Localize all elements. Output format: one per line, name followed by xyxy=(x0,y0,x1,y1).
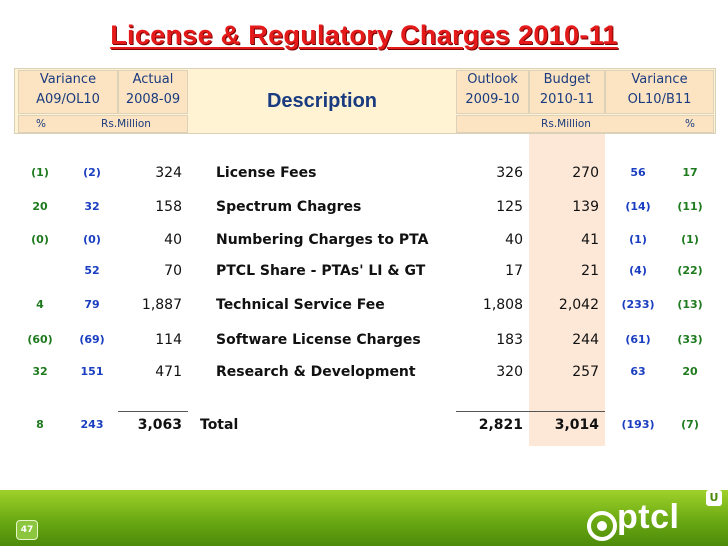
header-cell-variance-a xyxy=(18,70,118,114)
cell-vb-rs: (233) xyxy=(621,298,655,311)
header-variance-a-line1: Variance xyxy=(39,72,97,87)
header-description: Description xyxy=(266,90,378,112)
header-variance-b-line1: Variance xyxy=(631,72,688,87)
cell-outlook: 326 xyxy=(496,165,523,181)
cell-vb-pct: (22) xyxy=(677,264,703,277)
ptcl-logo-text: ptcl xyxy=(617,498,680,536)
subheader-rs-right: Rs.Million xyxy=(541,118,591,130)
header-outlook-line2: 2009-10 xyxy=(465,92,520,107)
cell-actual: 324 xyxy=(155,165,182,181)
header-cell-actual xyxy=(118,70,188,114)
header-budget-line2: 2010-11 xyxy=(539,92,595,107)
header-cell-outlook xyxy=(456,70,529,114)
cell-desc: Spectrum Chagres xyxy=(216,199,362,215)
cell-va-pct: 8 xyxy=(36,418,44,431)
logo-ring-icon xyxy=(587,511,617,541)
logo-dot-icon xyxy=(597,521,607,531)
cell-vb-rs: (1) xyxy=(629,233,647,246)
row-separator xyxy=(456,411,605,412)
cell-budget: 257 xyxy=(572,364,599,380)
cell-budget: 41 xyxy=(581,232,599,248)
cell-desc: License Fees xyxy=(216,165,317,181)
cell-vb-rs: 56 xyxy=(630,166,646,179)
cell-actual: 3,063 xyxy=(137,417,182,433)
cell-desc: PTCL Share - PTAs' LI & GT xyxy=(216,263,426,279)
header-budget-line1: Budget xyxy=(543,72,591,87)
cell-va-rs: 243 xyxy=(80,418,104,431)
cell-va-rs: (69) xyxy=(79,333,105,346)
ptcl-logo xyxy=(587,511,617,541)
cell-desc: Software License Charges xyxy=(216,332,421,348)
cell-vb-pct: 17 xyxy=(682,166,698,179)
header-variance-a-line2: A09/OL10 xyxy=(36,92,100,107)
cell-va-rs: (0) xyxy=(83,233,101,246)
cell-desc: Total xyxy=(200,417,239,433)
cell-outlook: 183 xyxy=(496,332,523,348)
cell-budget: 3,014 xyxy=(554,417,599,433)
subheader-pct-right: % xyxy=(685,118,695,130)
header-variance-b-line2: OL10/B11 xyxy=(627,92,692,107)
subheader-rs-left: Rs.Million xyxy=(101,118,151,130)
header-actual-line2: 2008-09 xyxy=(125,92,181,107)
logo-badge-icon: U xyxy=(706,490,722,506)
header-cell-budget xyxy=(529,70,605,114)
cell-vb-pct: (7) xyxy=(681,418,699,431)
cell-va-pct: 32 xyxy=(32,365,48,378)
header-cell-variance-b xyxy=(605,70,714,114)
cell-va-pct: (1) xyxy=(31,166,49,179)
cell-vb-pct: (13) xyxy=(677,298,703,311)
cell-desc: Research & Development xyxy=(216,364,416,380)
subheader-pct-left: % xyxy=(36,118,46,130)
cell-outlook: 1,808 xyxy=(482,297,523,313)
subheader-left xyxy=(18,115,188,133)
cell-actual: 114 xyxy=(155,332,182,348)
cell-outlook: 40 xyxy=(505,232,523,248)
cell-vb-pct: 20 xyxy=(682,365,698,378)
cell-vb-rs: (14) xyxy=(625,200,651,213)
cell-desc: Numbering Charges to PTA xyxy=(216,232,429,248)
cell-vb-rs: (4) xyxy=(629,264,647,277)
cell-actual: 158 xyxy=(155,199,182,215)
cell-va-rs: 52 xyxy=(84,264,100,277)
cell-va-rs: 79 xyxy=(84,298,100,311)
header-outlook-line1: Outlook xyxy=(467,72,518,87)
cell-desc: Technical Service Fee xyxy=(216,297,385,313)
cell-vb-rs: (193) xyxy=(621,418,655,431)
cell-budget: 139 xyxy=(572,199,599,215)
cell-budget: 21 xyxy=(581,263,599,279)
cell-budget: 244 xyxy=(572,332,599,348)
cell-outlook: 320 xyxy=(496,364,523,380)
cell-va-rs: 32 xyxy=(84,200,100,213)
cell-actual: 471 xyxy=(155,364,182,380)
cell-vb-rs: 63 xyxy=(630,365,646,378)
cell-actual: 40 xyxy=(164,232,182,248)
cell-vb-pct: (1) xyxy=(681,233,699,246)
cell-va-pct: (0) xyxy=(31,233,49,246)
cell-vb-pct: (11) xyxy=(677,200,703,213)
cell-vb-rs: (61) xyxy=(625,333,651,346)
cell-actual: 1,887 xyxy=(141,297,182,313)
cell-budget: 270 xyxy=(572,165,599,181)
cell-va-pct: (60) xyxy=(27,333,53,346)
cell-actual: 70 xyxy=(164,263,182,279)
cell-va-rs: 151 xyxy=(80,365,104,378)
page-title: License & Regulatory Charges 2010-11 xyxy=(110,20,618,50)
cell-vb-pct: (33) xyxy=(677,333,703,346)
cell-outlook: 17 xyxy=(505,263,523,279)
cell-va-pct xyxy=(20,261,60,281)
cell-va-rs: (2) xyxy=(83,166,101,179)
row-separator xyxy=(118,411,188,412)
cell-budget: 2,042 xyxy=(558,297,599,313)
page-number: 47 xyxy=(16,520,38,540)
cell-va-pct: 20 xyxy=(32,200,48,213)
cell-outlook: 125 xyxy=(496,199,523,215)
budget-column-highlight xyxy=(529,134,605,446)
cell-va-pct: 4 xyxy=(36,298,44,311)
subheader-right xyxy=(456,115,714,133)
cell-outlook: 2,821 xyxy=(478,417,523,433)
header-actual-line1: Actual xyxy=(132,72,174,87)
